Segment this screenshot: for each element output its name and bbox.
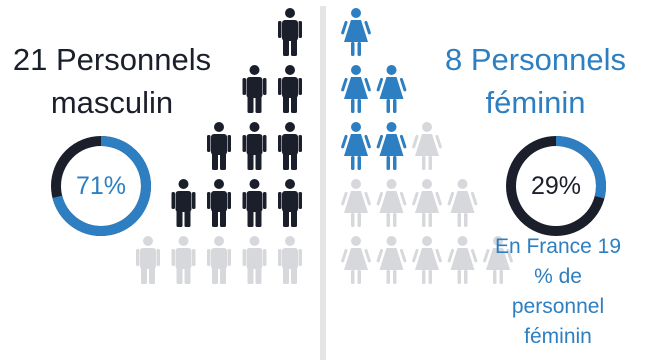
woman-icon — [483, 236, 513, 284]
man-icon — [278, 236, 302, 284]
man-icon — [278, 65, 302, 113]
female-ring-arc — [506, 136, 606, 236]
woman-icon — [412, 179, 442, 227]
woman-icon — [341, 65, 371, 113]
male-ring-arc — [51, 136, 151, 236]
man-icon — [242, 236, 267, 284]
male-ring-graphic — [51, 136, 151, 236]
center-divider — [320, 6, 326, 360]
female-percent-ring: 29% — [503, 133, 609, 239]
man-icon — [242, 179, 267, 227]
man-icon — [136, 236, 160, 284]
woman-icon — [341, 179, 371, 227]
woman-icon — [341, 8, 371, 56]
man-icon — [207, 179, 231, 227]
man-icon — [278, 122, 302, 170]
man-icon — [278, 8, 302, 56]
male-category-label: masculin — [50, 85, 174, 120]
woman-icon — [376, 179, 407, 227]
france-note-line-4: féminin — [524, 325, 592, 348]
female-count-label: 8 Personnels — [445, 42, 626, 77]
france-note: En France 19 % de personnel féminin — [468, 232, 647, 352]
male-percent-ring: 71% — [48, 133, 154, 239]
france-note-line-1: En France 19 — [494, 235, 622, 258]
male-headline: 21 Personnels masculin — [0, 38, 224, 124]
female-headline: 8 Personnels féminin — [424, 38, 647, 124]
female-ring-graphic — [506, 136, 606, 236]
france-note-line-3: personnel — [511, 295, 605, 318]
female-category-label: féminin — [485, 85, 586, 120]
man-icon — [242, 65, 267, 113]
man-icon — [278, 179, 302, 227]
woman-icon — [447, 236, 478, 284]
man-icon — [207, 122, 231, 170]
woman-icon — [447, 179, 478, 227]
woman-icon — [341, 236, 371, 284]
woman-icon — [412, 122, 442, 170]
woman-icon — [341, 122, 371, 170]
woman-icon — [376, 65, 407, 113]
male-count-label: 21 Personnels — [12, 42, 212, 77]
woman-icon — [376, 236, 407, 284]
france-note-line-2: % de — [534, 265, 582, 288]
man-icon — [171, 179, 196, 227]
male-percent-value: 71% — [75, 171, 127, 200]
woman-icon — [376, 122, 407, 170]
man-icon — [242, 122, 267, 170]
man-icon — [207, 236, 231, 284]
man-icon — [171, 236, 196, 284]
woman-icon — [412, 236, 442, 284]
female-percent-value: 29% — [530, 171, 582, 200]
